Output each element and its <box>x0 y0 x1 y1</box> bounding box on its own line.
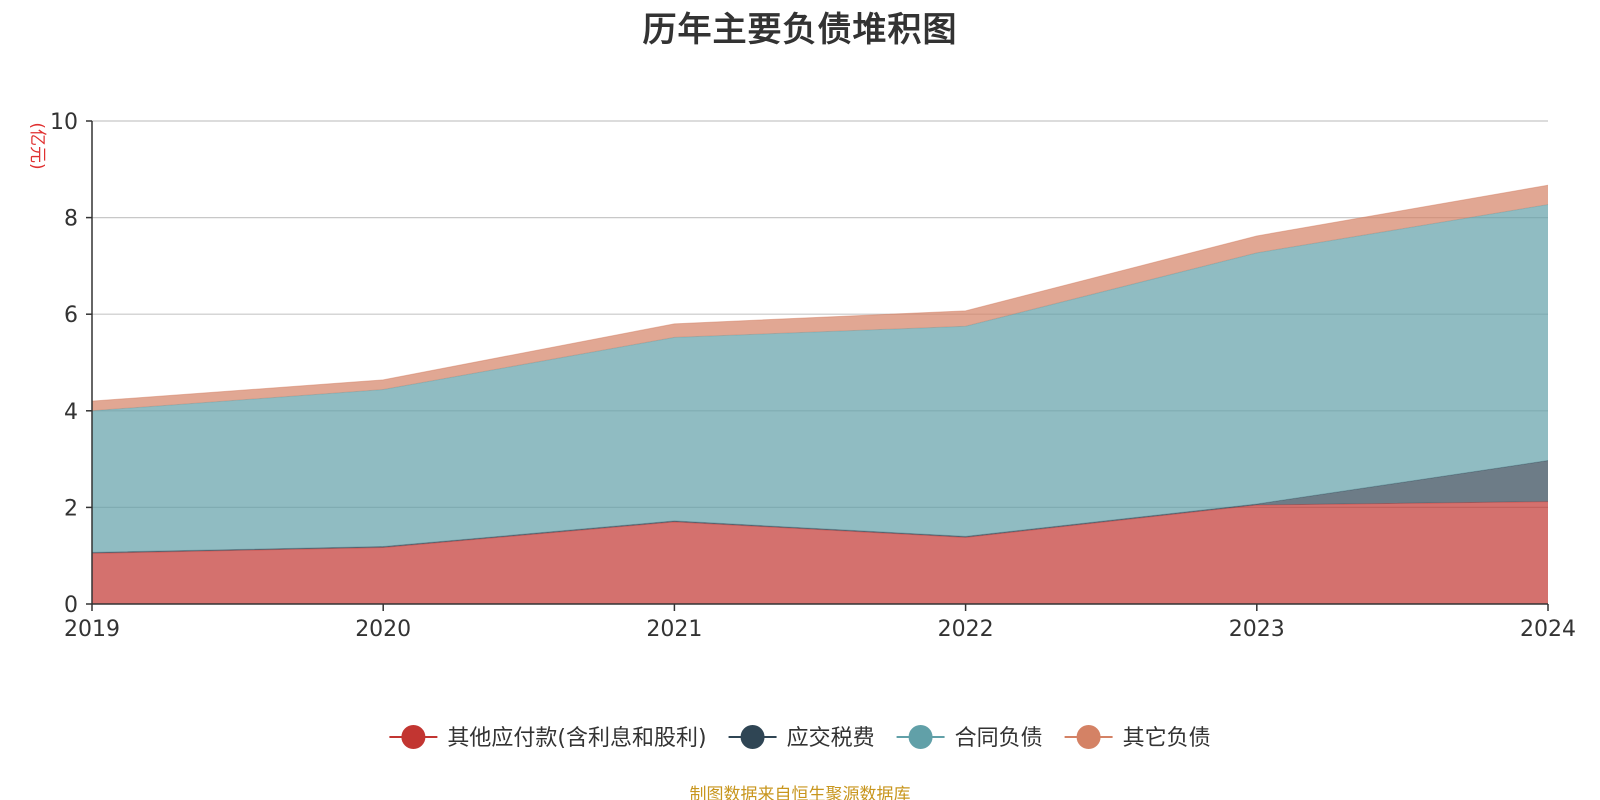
legend-item-0: 其他应付款(含利息和股利) <box>389 725 707 751</box>
legend-marker <box>740 725 765 749</box>
legend-marker <box>401 725 426 749</box>
y-tick-label: 4 <box>64 400 78 425</box>
legend-label: 其它负债 <box>1123 726 1211 751</box>
legend-label: 应交税费 <box>787 726 875 751</box>
chart-title: 历年主要负债堆积图 <box>642 10 958 50</box>
area-series-0 <box>92 501 1548 604</box>
x-tick-label: 2022 <box>938 617 994 642</box>
x-tick-label: 2023 <box>1229 617 1285 642</box>
legend: 其他应付款(含利息和股利) 应交税费 合同负债 其它负债 <box>389 725 1211 751</box>
area-series-2 <box>92 204 1548 553</box>
x-tick-label: 2019 <box>64 617 120 642</box>
y-unit-label: (亿元) <box>27 122 47 169</box>
y-tick-label: 0 <box>64 593 78 618</box>
legend-label: 合同负债 <box>955 726 1043 751</box>
x-tick-label: 2021 <box>646 617 702 642</box>
x-tick-label: 2020 <box>355 617 411 642</box>
legend-marker <box>1076 725 1101 749</box>
x-tick-label: 2024 <box>1520 617 1576 642</box>
y-tick-label: 8 <box>64 207 78 232</box>
y-tick-label: 2 <box>64 496 78 521</box>
legend-item-3: 其它负债 <box>1064 725 1211 751</box>
data-source-note: 制图数据来自恒生聚源数据库 <box>689 785 911 800</box>
legend-marker <box>908 725 933 749</box>
y-tick-label: 10 <box>50 110 78 135</box>
legend-item-2: 合同负债 <box>896 725 1043 751</box>
y-tick-label: 6 <box>64 303 78 328</box>
legend-item-1: 应交税费 <box>728 725 875 751</box>
line-series-3 <box>91 184 1549 402</box>
legend-label: 其他应付款(含利息和股利) <box>447 726 706 751</box>
